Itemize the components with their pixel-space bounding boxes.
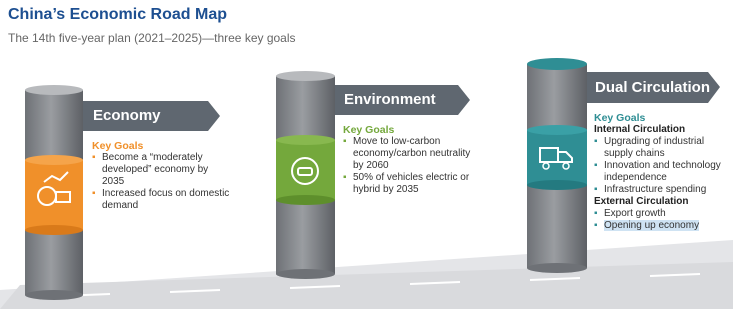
- goal-text-wrap: Infrastructure spending: [604, 184, 706, 196]
- goal-text: Innovation and technology independence: [604, 160, 721, 183]
- goal-text: Upgrading of industrial supply chains: [604, 136, 704, 159]
- infographic: China’s Economic Road Map The 14th five-…: [0, 0, 733, 309]
- goal-item: ▪Become a “moderately developed” economy…: [92, 152, 232, 188]
- goal-text: Infrastructure spending: [604, 184, 706, 195]
- goal-list: ▪Become a “moderately developed” economy…: [92, 152, 232, 212]
- section-heading: External Circulation: [594, 196, 732, 208]
- goal-item: ▪Move to low-carbon economy/carbon neutr…: [343, 136, 473, 172]
- goals-block: Key Goals ▪Move to low-carbon economy/ca…: [343, 124, 473, 196]
- bullet: ▪: [594, 208, 604, 220]
- goal-text-wrap: Innovation and technology independence: [604, 160, 732, 184]
- goal-item: ▪Opening up economy: [594, 220, 732, 232]
- goal-list: ▪Move to low-carbon economy/carbon neutr…: [343, 136, 473, 196]
- bullet: ▪: [594, 136, 604, 160]
- pillar-label: Economy: [93, 107, 161, 124]
- goals-block: Key Goals Internal Circulation ▪Upgradin…: [594, 112, 732, 232]
- bullet: ▪: [594, 220, 604, 232]
- goal-text: Move to low-carbon economy/carbon neutra…: [353, 136, 470, 171]
- section-heading: Internal Circulation: [594, 124, 732, 136]
- goal-item: ▪Export growth: [594, 208, 732, 220]
- goal-text: 50% of vehicles electric or hybrid by 20…: [353, 172, 469, 195]
- goals-block: Key Goals ▪Become a “moderately develope…: [92, 140, 232, 212]
- bullet: ▪: [594, 184, 604, 196]
- goal-item: ▪Increased focus on domestic demand: [92, 188, 232, 212]
- goals-heading: Key Goals: [594, 112, 732, 124]
- goal-text-wrap: Become a “moderately developed” economy …: [102, 152, 232, 188]
- goal-item: ▪Innovation and technology independence: [594, 160, 732, 184]
- bullet: ▪: [343, 172, 353, 196]
- subtitle: The 14th five-year plan (2021–2025)—thre…: [8, 31, 296, 45]
- goal-text-wrap: Export growth: [604, 208, 666, 220]
- goal-list: ▪Export growth▪Opening up economy: [594, 208, 732, 232]
- goal-text: Export growth: [604, 208, 666, 219]
- goal-list: ▪Upgrading of industrial supply chains▪I…: [594, 136, 732, 196]
- goal-text-wrap: 50% of vehicles electric or hybrid by 20…: [353, 172, 473, 196]
- bullet: ▪: [594, 160, 604, 184]
- title: China’s Economic Road Map: [8, 6, 227, 24]
- goal-text: Increased focus on domestic demand: [102, 188, 229, 211]
- goal-text: Opening up economy: [604, 220, 699, 231]
- goal-item: ▪Infrastructure spending: [594, 184, 732, 196]
- goal-item: ▪50% of vehicles electric or hybrid by 2…: [343, 172, 473, 196]
- goal-text: Become a “moderately developed” economy …: [102, 152, 208, 187]
- pillar-label: Dual Circulation: [595, 79, 710, 96]
- goal-text-wrap: Move to low-carbon economy/carbon neutra…: [353, 136, 473, 172]
- goal-text-wrap: Upgrading of industrial supply chains: [604, 136, 732, 160]
- bullet: ▪: [92, 188, 102, 212]
- bullet: ▪: [92, 152, 102, 188]
- goals-heading: Key Goals: [92, 140, 232, 152]
- goal-item: ▪Upgrading of industrial supply chains: [594, 136, 732, 160]
- goal-text-wrap: Opening up economy: [604, 220, 699, 232]
- bullet: ▪: [343, 136, 353, 172]
- goal-text-wrap: Increased focus on domestic demand: [102, 188, 232, 212]
- pillar-label: Environment: [344, 91, 436, 108]
- goals-heading: Key Goals: [343, 124, 473, 136]
